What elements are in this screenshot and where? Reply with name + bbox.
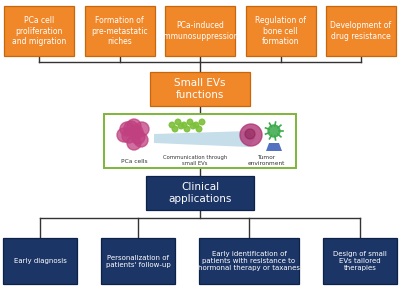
Circle shape	[134, 133, 148, 147]
Circle shape	[127, 119, 141, 133]
FancyBboxPatch shape	[4, 6, 74, 56]
Text: Regulation of
bone cell
formation: Regulation of bone cell formation	[255, 16, 306, 46]
FancyBboxPatch shape	[146, 176, 254, 210]
Text: Early diagnosis: Early diagnosis	[14, 258, 66, 264]
Circle shape	[131, 130, 145, 144]
Circle shape	[240, 124, 262, 146]
Polygon shape	[154, 131, 255, 147]
Circle shape	[175, 119, 181, 125]
Polygon shape	[266, 143, 282, 151]
Text: Development of
drug resistance: Development of drug resistance	[330, 21, 392, 41]
FancyBboxPatch shape	[3, 238, 77, 284]
FancyBboxPatch shape	[150, 72, 250, 106]
Circle shape	[120, 122, 134, 136]
FancyBboxPatch shape	[165, 6, 235, 56]
Text: PCa-induced
immunosuppression: PCa-induced immunosuppression	[161, 21, 239, 41]
Text: Clinical
applications: Clinical applications	[168, 182, 232, 204]
FancyBboxPatch shape	[199, 238, 299, 284]
Circle shape	[169, 122, 175, 128]
Circle shape	[184, 126, 190, 132]
Circle shape	[124, 121, 138, 135]
Circle shape	[117, 128, 131, 142]
Text: Communication through
small EVs: Communication through small EVs	[163, 155, 227, 166]
FancyBboxPatch shape	[246, 6, 316, 56]
Text: Formation of
pre-metastatic
niches: Formation of pre-metastatic niches	[91, 16, 148, 46]
Circle shape	[190, 123, 196, 129]
Text: Personalization of
patients' follow-up: Personalization of patients' follow-up	[106, 255, 170, 268]
Circle shape	[172, 126, 178, 132]
Circle shape	[199, 119, 205, 125]
Text: PCa cells: PCa cells	[121, 159, 147, 164]
FancyBboxPatch shape	[326, 6, 396, 56]
Circle shape	[127, 136, 141, 150]
Text: Small EVs
functions: Small EVs functions	[174, 78, 226, 100]
Text: Tumor
environment: Tumor environment	[247, 155, 285, 166]
Circle shape	[181, 122, 187, 128]
Circle shape	[129, 125, 143, 139]
Circle shape	[245, 129, 255, 139]
Circle shape	[178, 123, 184, 129]
Text: Design of small
EVs tailored
therapies: Design of small EVs tailored therapies	[333, 251, 387, 271]
Circle shape	[196, 126, 202, 132]
FancyBboxPatch shape	[323, 238, 397, 284]
Text: PCa cell
proliferation
and migration: PCa cell proliferation and migration	[12, 16, 66, 46]
FancyBboxPatch shape	[84, 6, 154, 56]
FancyBboxPatch shape	[101, 238, 175, 284]
Text: Early identification of
patients with resistance to
hormonal therapy or taxanes: Early identification of patients with re…	[198, 251, 300, 271]
Circle shape	[187, 119, 193, 125]
FancyBboxPatch shape	[104, 114, 296, 168]
Circle shape	[122, 129, 136, 143]
Circle shape	[135, 122, 149, 136]
Circle shape	[268, 125, 280, 137]
Circle shape	[193, 122, 199, 128]
